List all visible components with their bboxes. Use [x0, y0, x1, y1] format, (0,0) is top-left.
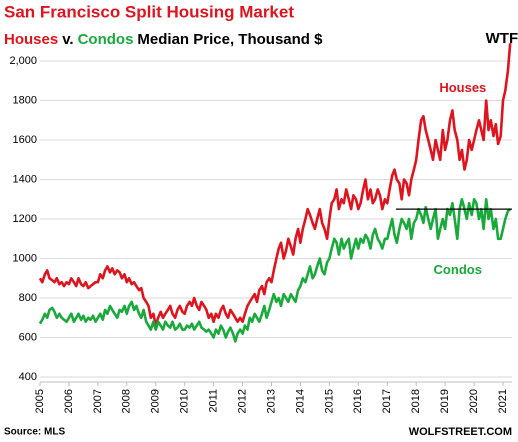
y-tick-label: 1000: [13, 252, 37, 264]
annotation: Houses: [439, 80, 486, 95]
subtitle-part: v.: [62, 31, 73, 48]
x-tick-label: 2005: [34, 389, 46, 413]
series-line: [38, 43, 512, 327]
x-tick-label: 2009: [150, 389, 162, 413]
subtitle-part: Median Price, Thousand $: [137, 31, 323, 48]
subtitle-part: Houses: [4, 31, 58, 48]
y-tick-label: 1400: [13, 173, 37, 185]
credit: WOLFSTREET.COM: [409, 426, 512, 438]
x-tick-label: 2017: [381, 389, 393, 413]
chart-title: San Francisco Split Housing Market: [4, 2, 294, 21]
x-tick-label: 2013: [265, 389, 277, 413]
x-tick-label: 2007: [92, 389, 104, 413]
y-tick-label: 2,000: [9, 55, 37, 67]
annotation: Condos: [434, 262, 482, 277]
y-tick-label: 600: [19, 331, 37, 343]
y-tick-label: 1800: [13, 94, 37, 106]
source: Source: MLS: [4, 427, 65, 438]
x-tick-label: 2008: [121, 389, 133, 413]
x-tick-label: 2011: [208, 389, 220, 413]
x-tick-label: 2016: [352, 389, 364, 413]
x-tick-label: 2020: [468, 389, 480, 413]
x-tick-label: 2014: [294, 389, 306, 413]
y-tick-label: 400: [19, 371, 37, 383]
x-tick-label: 2019: [439, 389, 451, 413]
chart-subtitle: Houses v. Condos Median Price, Thousand $: [4, 31, 323, 48]
x-tick-label: 2012: [236, 389, 248, 413]
x-tick-label: 2018: [410, 389, 422, 413]
y-tick-label: 1600: [13, 134, 37, 146]
annotation: WTF: [486, 30, 518, 47]
subtitle-part: Condos: [78, 31, 134, 48]
y-tick-label: 800: [19, 292, 37, 304]
x-tick-label: 2015: [323, 389, 335, 413]
x-tick-label: 2010: [179, 389, 191, 413]
y-tick-label: 1200: [13, 213, 37, 225]
x-tick-label: 2006: [63, 389, 75, 413]
series-line: [38, 198, 512, 343]
x-tick-label: 2021: [497, 389, 509, 413]
